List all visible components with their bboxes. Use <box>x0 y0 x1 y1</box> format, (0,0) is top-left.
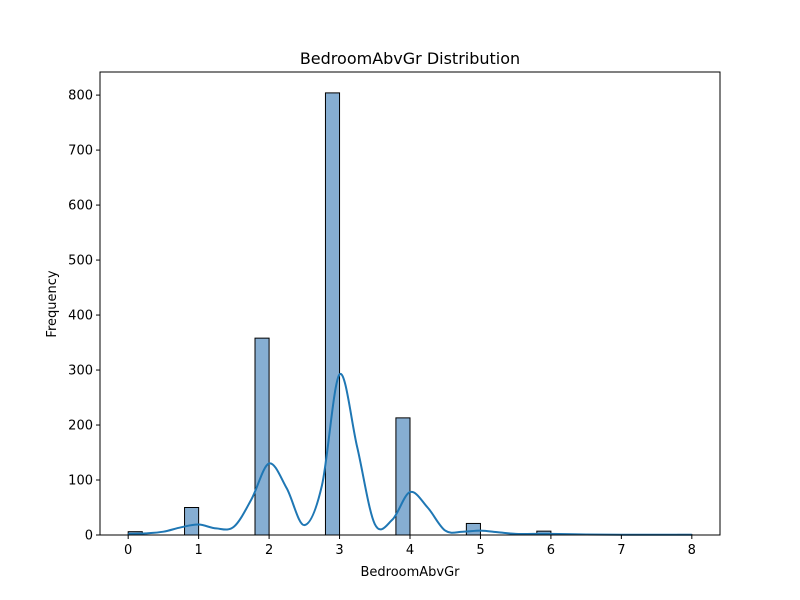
x-tick-label-1: 1 <box>194 543 202 558</box>
y-tick-label-500: 500 <box>68 254 93 269</box>
x-tick-label-0: 0 <box>124 543 132 558</box>
histogram-bar-3 <box>324 92 341 536</box>
y-tick-label-700: 700 <box>68 144 93 159</box>
y-tick-label-300: 300 <box>68 364 93 379</box>
x-tick-label-2: 2 <box>265 543 273 558</box>
plot-area: 0 1 2 3 4 5 6 7 8 0 100 200 300 400 500 600 700 800 <box>68 71 721 558</box>
x-tick-label-5: 5 <box>476 543 484 558</box>
histogram-bar-2 <box>254 337 270 536</box>
x-tick-label-8: 8 <box>688 543 696 558</box>
histogram-bar-1 <box>184 507 200 536</box>
x-tick-label-7: 7 <box>617 543 625 558</box>
chart-title: BedroomAbvGr Distribution <box>300 49 520 68</box>
x-tick-label-3: 3 <box>335 543 343 558</box>
x-tick-label-4: 4 <box>406 543 414 558</box>
y-tick-label-0: 0 <box>85 529 93 544</box>
histogram-bar-4 <box>395 417 411 536</box>
y-tick-label-100: 100 <box>68 474 93 489</box>
y-tick-label-200: 200 <box>68 419 93 434</box>
x-tick-label-6: 6 <box>547 543 555 558</box>
histogram-bar-5 <box>465 522 481 536</box>
x-axis-label: BedroomAbvGr <box>360 565 460 580</box>
y-tick-label-400: 400 <box>68 309 93 324</box>
kde-line <box>128 373 692 536</box>
y-axis-label: Frequency <box>45 270 60 337</box>
y-tick-label-800: 800 <box>68 89 93 104</box>
y-tick-label-600: 600 <box>68 199 93 214</box>
